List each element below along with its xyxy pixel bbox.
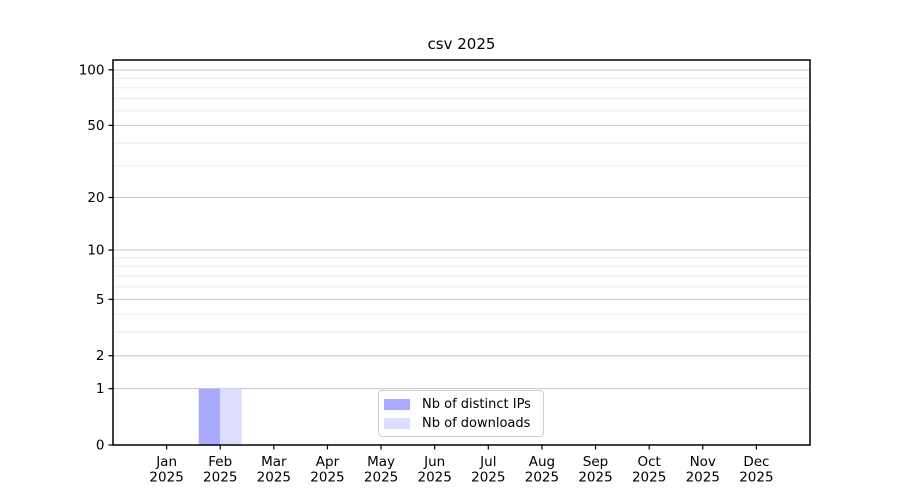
y-tick-label-10: 10	[87, 243, 104, 259]
x-tick-label-year-jan: 2025	[149, 470, 183, 486]
chart-title: csv 2025	[427, 35, 496, 53]
legend-label-distinct-ips: Nb of distinct IPs	[422, 396, 531, 412]
x-tick-label-month-may: May	[367, 454, 395, 470]
x-tick-label-year-mar: 2025	[257, 470, 291, 486]
x-tick-label-month-mar: Mar	[261, 454, 287, 470]
y-tick-label-5: 5	[96, 292, 105, 308]
x-tick-label-month-sep: Sep	[583, 454, 608, 470]
x-tick-label-month-jul: Jul	[479, 454, 496, 470]
x-tick-label-month-nov: Nov	[690, 454, 716, 470]
y-tick-label-1: 1	[96, 381, 105, 397]
legend-box: Nb of distinct IPs Nb of downloads	[378, 390, 544, 437]
y-tick-label-50: 50	[87, 118, 104, 134]
x-tick-label-year-dec: 2025	[739, 470, 773, 486]
x-tick-label-month-aug: Aug	[529, 454, 555, 470]
x-tick-label-year-aug: 2025	[525, 470, 559, 486]
legend-swatch-downloads	[384, 417, 410, 429]
x-tick-label-month-oct: Oct	[637, 454, 660, 470]
legend-swatch-distinct-ips	[384, 398, 410, 410]
x-tick-label-month-jan: Jan	[155, 454, 177, 470]
legend-label-downloads: Nb of downloads	[422, 415, 531, 431]
x-tick-label-year-nov: 2025	[686, 470, 720, 486]
y-tick-label-0: 0	[96, 438, 105, 454]
x-tick-label-year-oct: 2025	[632, 470, 666, 486]
x-tick-label-year-jul: 2025	[471, 470, 505, 486]
plot-border	[112, 59, 811, 446]
x-tick-label-year-may: 2025	[364, 470, 398, 486]
y-tick-label-2: 2	[96, 348, 105, 364]
x-tick-label-year-feb: 2025	[203, 470, 237, 486]
legend-item-distinct-ips: Nb of distinct IPs	[384, 396, 543, 412]
y-tick-label-20: 20	[87, 190, 104, 206]
x-tick-label-month-apr: Apr	[316, 454, 340, 470]
x-tick-label-month-dec: Dec	[743, 454, 769, 470]
x-tick-label-year-apr: 2025	[310, 470, 344, 486]
y-tick-label-100: 100	[79, 62, 105, 78]
bar-nb-of-distinct-ips-feb	[198, 388, 221, 445]
bar-nb-of-downloads-feb	[220, 388, 242, 445]
x-tick-label-month-feb: Feb	[208, 454, 232, 470]
legend-item-downloads: Nb of downloads	[384, 415, 543, 431]
x-tick-label-year-sep: 2025	[578, 470, 612, 486]
x-tick-label-year-jun: 2025	[418, 470, 452, 486]
x-tick-label-month-jun: Jun	[423, 454, 445, 470]
